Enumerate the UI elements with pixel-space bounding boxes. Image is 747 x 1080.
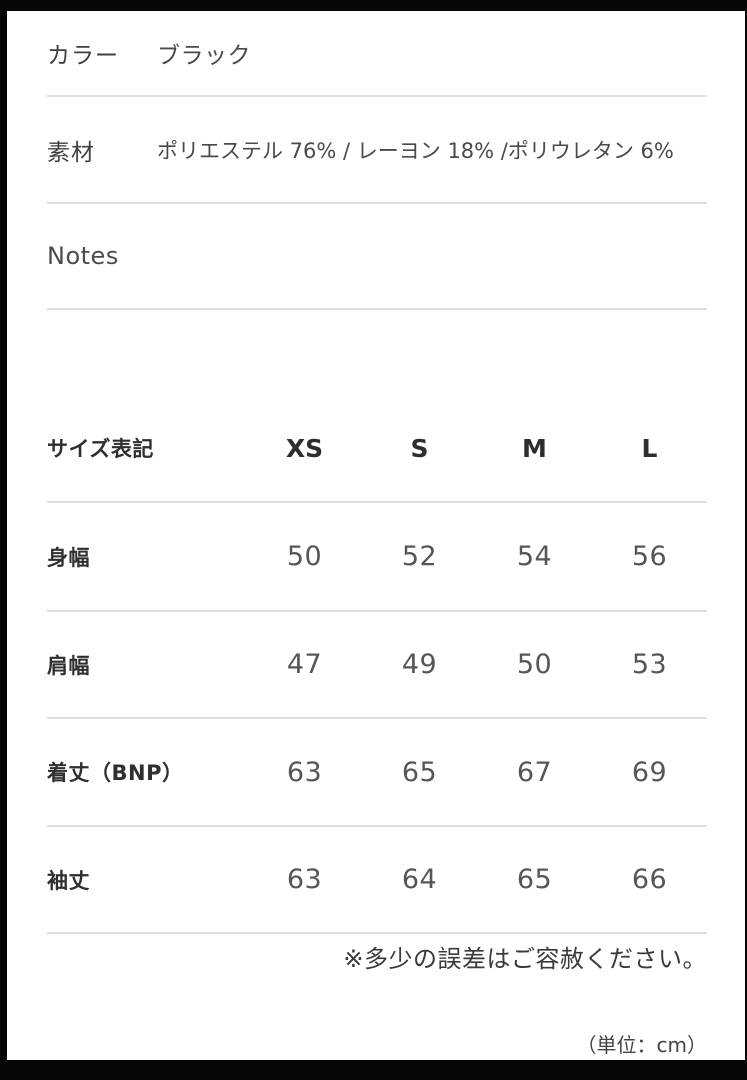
table-row-shoulder-width: 肩幅 47 49 50 53 [47,612,707,719]
notes-label: Notes [47,242,119,270]
cell-value: 50 [516,649,553,680]
material-value: ポリエステル 76% / レーヨン 18% /ポリウレタン 6% [157,138,674,163]
cell-value: 54 [516,541,553,572]
page-content: カラー ブラック 素材 ポリエステル 76% / レーヨン 18% /ポリウレタ… [47,11,707,1059]
table-row-length-bnp: 着丈（BNP） 63 65 67 69 [47,719,707,827]
size-col-l: L [641,433,658,463]
material-label: 素材 [47,139,95,166]
cell-value: 47 [286,649,323,680]
size-table-header-row: サイズ表記 XS S M L [47,395,707,503]
cell-value: 53 [631,649,668,680]
tolerance-disclaimer: ※多少の誤差はご容赦ください。 [343,945,707,973]
cell-value: 49 [401,649,438,680]
unit-note: （単位：cm） [576,1033,707,1057]
row-label: 袖丈 [47,868,90,893]
row-label: 身幅 [47,545,90,570]
cell-value: 67 [516,756,553,788]
row-label: 肩幅 [47,653,90,678]
table-row-body-width: 身幅 50 52 54 56 [47,503,707,612]
cell-value: 63 [286,864,323,895]
color-label: カラー [47,43,119,69]
cell-value: 65 [401,756,438,788]
product-spec-page: カラー ブラック 素材 ポリエステル 76% / レーヨン 18% /ポリウレタ… [7,11,745,1060]
spacer [47,310,707,395]
cell-value: 65 [516,864,553,895]
cell-value: 64 [401,864,438,895]
color-value: ブラック [157,43,251,69]
row-label: 着丈（BNP） [47,761,184,785]
cell-value: 66 [631,864,668,895]
cell-value: 50 [286,541,323,572]
size-table: サイズ表記 XS S M L 身幅 50 52 54 56 肩幅 47 49 [47,395,707,934]
size-header-label: サイズ表記 [47,437,154,461]
spec-row-material: 素材 ポリエステル 76% / レーヨン 18% /ポリウレタン 6% [47,97,707,204]
cell-value: 52 [401,541,438,572]
size-col-s: S [410,433,429,463]
spec-row-color: カラー ブラック [47,11,707,97]
cell-value: 69 [631,756,668,788]
spec-row-notes: Notes [47,204,707,310]
size-col-m: M [522,433,547,463]
cell-value: 63 [286,756,323,788]
table-row-sleeve-length: 袖丈 63 64 65 66 [47,827,707,934]
size-col-xs: XS [285,433,324,463]
cell-value: 56 [631,541,668,572]
